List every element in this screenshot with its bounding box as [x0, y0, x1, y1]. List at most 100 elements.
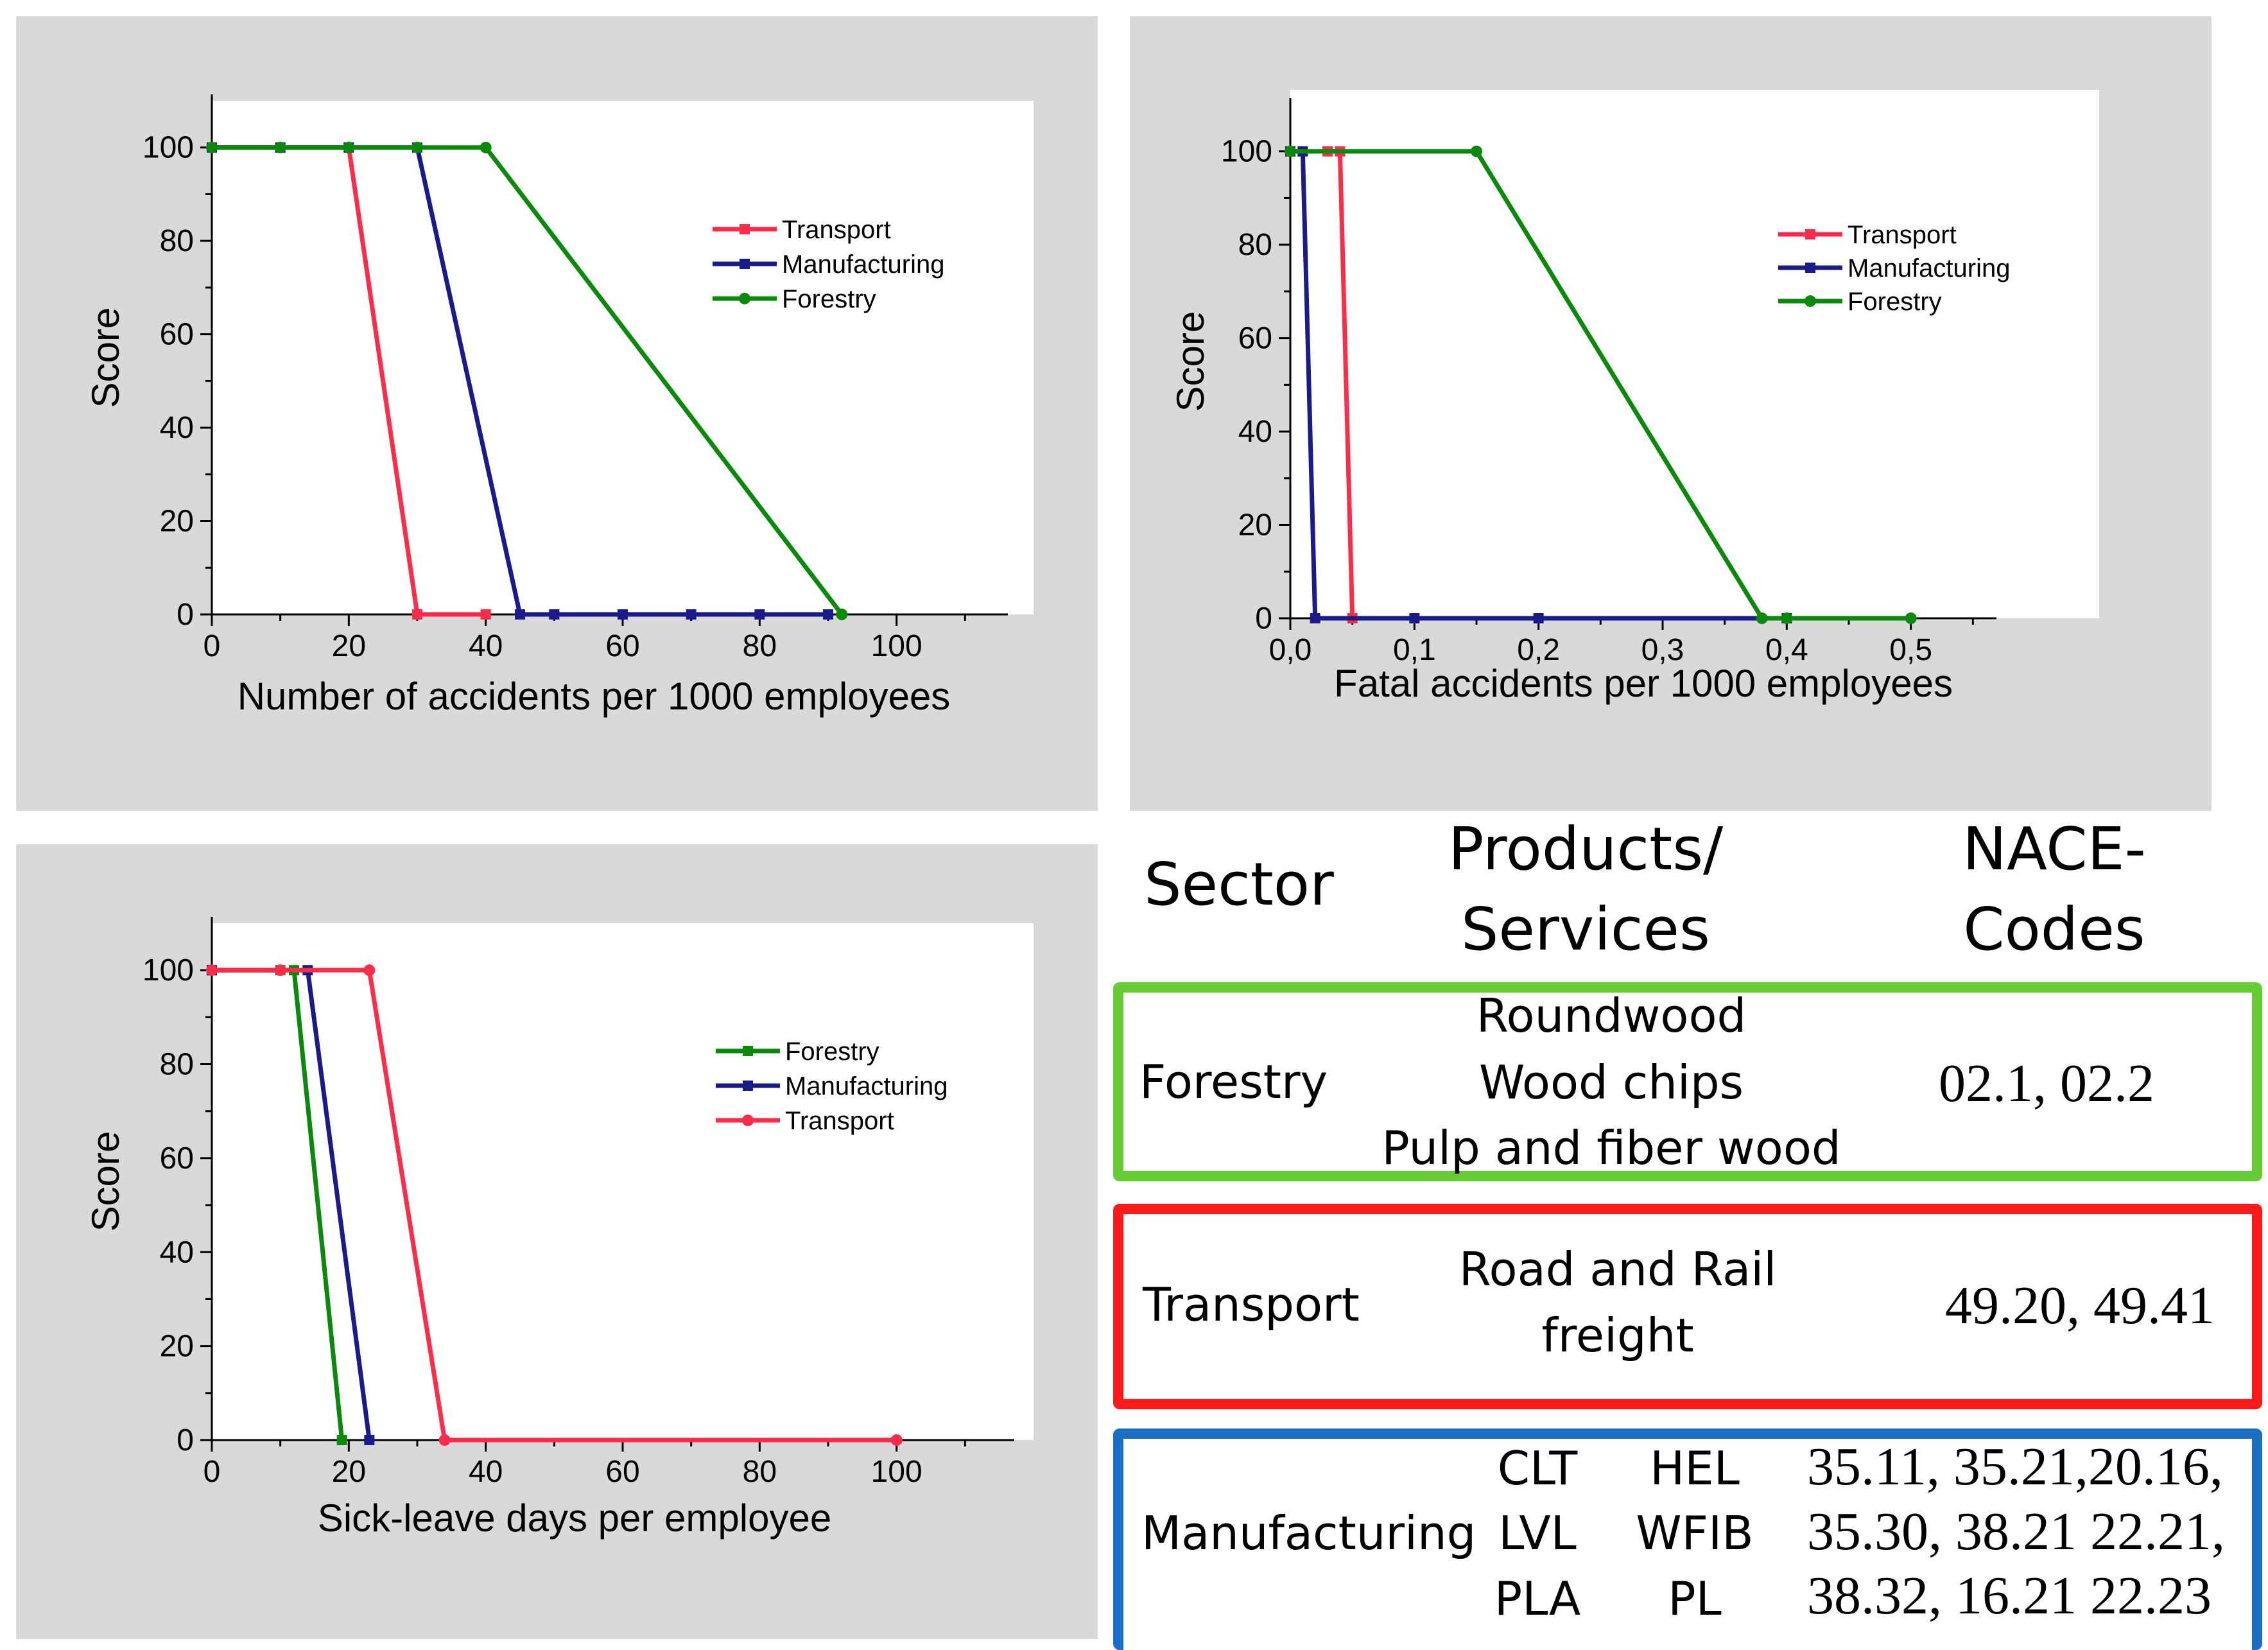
- series-line-forestry: [212, 145, 844, 616]
- data-point-manufacturing: [1533, 613, 1544, 623]
- legend-marker-forestry: [743, 1046, 753, 1056]
- data-point-transport: [206, 964, 218, 977]
- chart-sick-leave: 0 20 40 60 80 100 0 20 40 60 80 100 Sick-leave days …: [84, 917, 1034, 1540]
- y-tick-label: 40: [160, 1235, 194, 1269]
- data-point-transport: [412, 609, 422, 620]
- legend-label-transport: Transport: [1848, 221, 1957, 249]
- legend-marker-manufacturing: [1805, 263, 1815, 273]
- sector-forestry: Forestry: [1139, 1055, 1328, 1109]
- legend-label-forestry: Forestry: [782, 285, 876, 313]
- data-point-manufacturing: [823, 609, 833, 620]
- x-tick-label: 0,3: [1641, 633, 1684, 667]
- y-tick-label: 80: [160, 224, 194, 258]
- product-wood-chips: Wood chips: [1478, 1055, 1744, 1109]
- codes-transport: 49.20, 49.41: [1945, 1276, 2215, 1335]
- product-lvl: LVL: [1498, 1506, 1577, 1560]
- y-axis-label: Score: [84, 1131, 127, 1232]
- legend-label-transport: Transport: [782, 216, 891, 244]
- legend-marker-manufacturing: [743, 1081, 753, 1091]
- product-clt: CLT: [1497, 1441, 1578, 1495]
- legend-marker-manufacturing: [740, 259, 750, 269]
- x-tick-label: 0,2: [1517, 633, 1560, 667]
- codes-manufacturing-2: 35.30, 38.21 22.21,: [1807, 1502, 2225, 1561]
- x-tick-label: 80: [743, 629, 777, 663]
- product-pulp: Pulp and fiber wood: [1381, 1121, 1841, 1175]
- x-tick-label: 60: [605, 629, 639, 663]
- y-tick-label: 80: [160, 1048, 194, 1082]
- data-point-forestry: [1285, 145, 1296, 157]
- data-point-forestry: [1471, 145, 1482, 157]
- data-point-forestry: [336, 1435, 347, 1445]
- legend-marker-transport: [740, 224, 750, 234]
- x-tick-label: 100: [871, 629, 922, 663]
- x-tick-label: 20: [332, 629, 366, 663]
- legend-label-forestry: Forestry: [1848, 288, 1942, 316]
- row-transport: [1113, 1204, 2262, 1409]
- row-manufacturing: [1113, 1429, 2262, 1650]
- y-tick-label: 100: [143, 131, 194, 165]
- row-forestry: [1113, 982, 2262, 1181]
- header-products-line1: Products/: [1448, 815, 1724, 883]
- data-point-transport: [480, 609, 491, 620]
- x-tick-label: 0: [203, 1455, 221, 1489]
- data-point-transport: [363, 964, 376, 977]
- x-tick-label: 0,0: [1269, 633, 1312, 667]
- legend-marker-forestry: [1805, 295, 1816, 307]
- x-axis-label: Number of accidents per 1000 employees: [238, 675, 951, 718]
- chart-panel-sick-leave: 0 20 40 60 80 100 0 20 40 60 80 100 Sick-leave days …: [16, 844, 1098, 1639]
- data-point-manufacturing: [1310, 613, 1320, 623]
- legend-marker-transport: [1805, 229, 1815, 239]
- y-tick-label: 60: [160, 318, 194, 352]
- header-codes-line2: Codes: [1963, 895, 2145, 964]
- y-axis-label: Score: [84, 308, 127, 408]
- codes-forestry: 02.1, 02.2: [1939, 1054, 2154, 1113]
- chart-panel-fatal: 0 20 40 60 80 100 0,0 0,1 0,2 0,3 0,4 0,5 Fatal acci…: [1130, 16, 2212, 811]
- product-freight: freight: [1541, 1308, 1694, 1362]
- plot-background: [212, 923, 1034, 1440]
- product-road-rail: Road and Rail: [1459, 1242, 1777, 1296]
- y-tick-label: 0: [177, 1423, 194, 1457]
- y-tick-label: 100: [143, 953, 194, 987]
- data-point-forestry: [836, 609, 848, 620]
- y-tick-label: 20: [1238, 508, 1272, 543]
- y-tick-label: 80: [1238, 228, 1272, 262]
- x-tick-label: 0,5: [1889, 633, 1932, 667]
- product-wfib: WFIB: [1636, 1506, 1754, 1560]
- y-tick-label: 40: [1238, 415, 1272, 449]
- legend-label-manufacturing: Manufacturing: [782, 250, 944, 279]
- x-tick-label: 100: [871, 1455, 922, 1489]
- y-tick-label: 100: [1221, 135, 1272, 169]
- chart-panel-accidents: 0 20 40 60 80 100 0 20 40 60 80 100 Number of accide…: [16, 16, 1098, 811]
- product-pla: PLA: [1494, 1572, 1581, 1626]
- data-point-transport: [890, 1434, 903, 1446]
- data-point-forestry: [411, 141, 423, 153]
- plot-background: [212, 101, 1034, 614]
- x-tick-label: 0,1: [1393, 633, 1436, 667]
- data-point-forestry: [480, 141, 492, 153]
- x-tick-label: 0,4: [1765, 633, 1808, 667]
- x-tick-label: 80: [743, 1455, 777, 1489]
- y-tick-label: 0: [177, 598, 194, 632]
- x-tick-label: 60: [605, 1455, 639, 1489]
- x-tick-label: 40: [469, 1455, 503, 1489]
- legend-label-transport: Transport: [785, 1107, 894, 1135]
- header-sector: Sector: [1144, 850, 1334, 919]
- data-point-forestry: [1905, 612, 1917, 624]
- header-codes-line1: NACE-: [1962, 815, 2146, 883]
- codes-manufacturing-3: 38.32, 16.21 22.23: [1807, 1566, 2212, 1626]
- y-tick-label: 20: [160, 1330, 194, 1364]
- data-point-manufacturing: [549, 609, 560, 620]
- x-tick-label: 0: [203, 629, 221, 663]
- x-tick-label: 20: [332, 1455, 366, 1489]
- sector-transport: Transport: [1143, 1278, 1360, 1332]
- y-tick-label: 60: [1238, 322, 1272, 356]
- data-point-manufacturing: [1409, 613, 1420, 623]
- plot-background: [1290, 90, 2099, 618]
- data-point-forestry: [274, 141, 286, 153]
- product-roundwood: Roundwood: [1476, 989, 1747, 1043]
- data-point-forestry: [343, 141, 355, 153]
- data-point-forestry: [1781, 612, 1793, 624]
- data-point-manufacturing: [515, 609, 525, 620]
- y-tick-label: 60: [160, 1142, 194, 1176]
- sector-table: Sector Products/ Services NACE- Codes Fo…: [1098, 815, 2268, 1650]
